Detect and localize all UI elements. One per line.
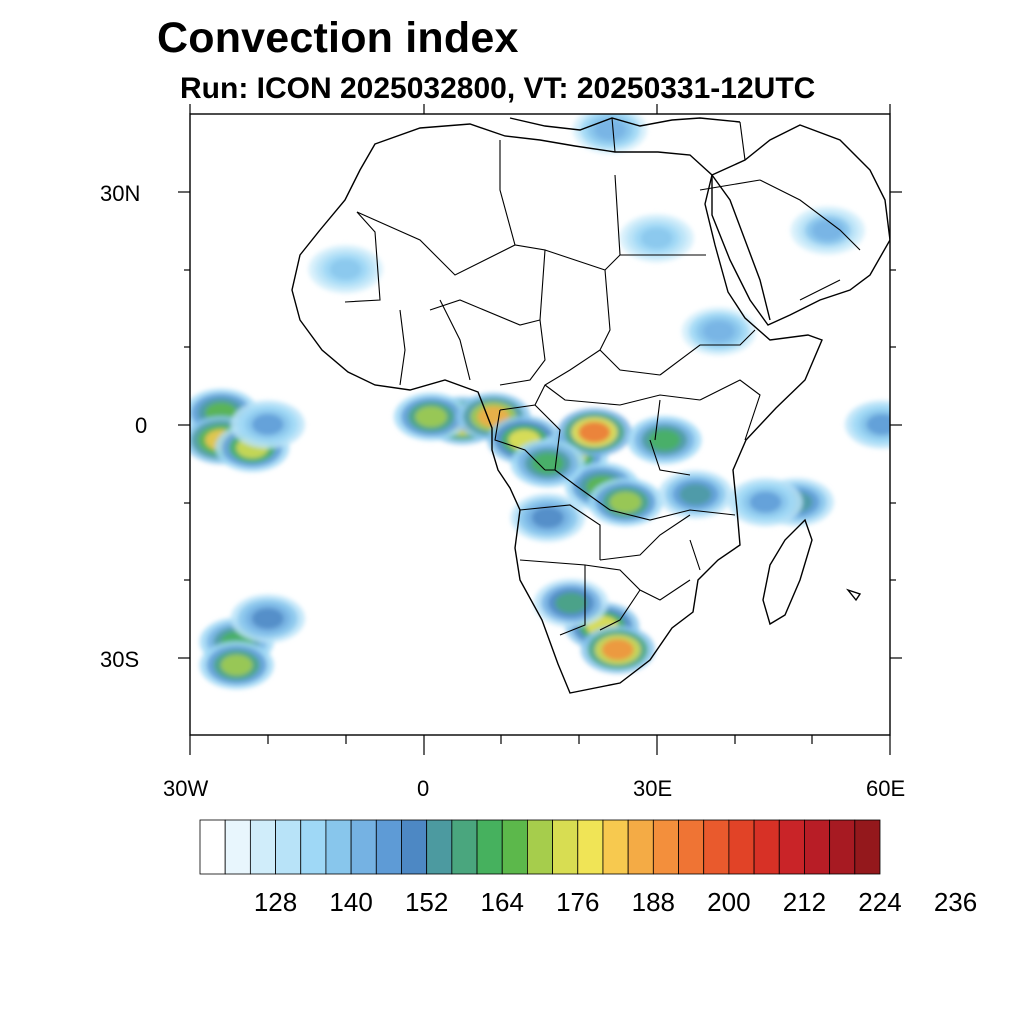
lon-label-30e: 30E xyxy=(633,776,673,801)
colorbar-label-140: 140 xyxy=(329,887,373,917)
field-cell-5-ring-1 xyxy=(415,406,448,428)
field-cell-22-ring-1 xyxy=(220,654,253,676)
colorbar-swatch-22 xyxy=(753,819,780,875)
coastlines xyxy=(291,117,890,694)
colorbar-label-200: 200 xyxy=(707,887,751,917)
field-cell-28-ring-1 xyxy=(640,227,673,249)
lat-label-30s: 30S xyxy=(100,647,140,672)
colorbar-label-164: 164 xyxy=(480,887,524,917)
colorbar-swatch-17 xyxy=(627,819,654,875)
colorbar-swatch-8 xyxy=(401,819,428,875)
convection-field xyxy=(190,114,890,690)
field-cell-23-ring-1 xyxy=(251,608,284,630)
colorbar-swatch-3 xyxy=(275,819,302,875)
chart-subtitle: Run: ICON 2025032800, VT: 20250331-12UTC xyxy=(180,72,816,105)
colorbar-swatch-20 xyxy=(703,819,730,875)
field-cell-3-ring-1 xyxy=(251,414,284,435)
axis-ticks xyxy=(178,104,902,755)
country-borders xyxy=(344,117,861,636)
chart-title: Convection index xyxy=(157,14,519,62)
lon-label-30w: 30W xyxy=(163,776,209,801)
colorbar-swatch-6 xyxy=(350,819,377,875)
colorbar-label-188: 188 xyxy=(631,887,676,917)
field-cell-24-ring-1 xyxy=(594,119,626,141)
colorbar-swatch-14 xyxy=(552,819,579,875)
colorbar-swatch-9 xyxy=(426,819,453,875)
colorbar-label-152: 152 xyxy=(404,887,449,917)
island xyxy=(845,588,862,602)
colorbar-swatch-24 xyxy=(804,819,831,875)
colorbar-swatch-13 xyxy=(527,819,553,875)
field-cell-9-ring-1 xyxy=(578,421,611,443)
colorbar-swatch-11 xyxy=(476,819,503,875)
colorbar-swatch-23 xyxy=(778,819,805,875)
field-cell-25-ring-1 xyxy=(702,320,735,342)
colorbar-swatch-18 xyxy=(652,819,679,875)
lat-label-30n: 30N xyxy=(100,181,141,206)
africa-coastline xyxy=(291,123,823,694)
colorbar-swatch-5 xyxy=(325,819,352,875)
field-cell-14-ring-1 xyxy=(531,452,564,474)
colorbar-label-128: 128 xyxy=(253,887,298,917)
colorbar-label-236: 236 xyxy=(933,887,978,917)
colorbar-swatch-1 xyxy=(224,819,251,875)
colorbar-label-212: 212 xyxy=(782,887,827,917)
colorbar xyxy=(199,819,881,875)
lon-label-0: 0 xyxy=(417,776,430,801)
field-cell-17-ring-1 xyxy=(601,639,634,661)
colorbar-swatch-2 xyxy=(249,819,276,875)
colorbar-swatch-12 xyxy=(501,819,528,875)
colorbar-label-224: 224 xyxy=(858,887,902,917)
field-cell-18-ring-1 xyxy=(555,592,588,614)
colorbar-swatch-0 xyxy=(199,819,226,875)
field-cell-27-ring-1 xyxy=(329,258,362,280)
colorbar-swatch-15 xyxy=(577,819,604,875)
colorbar-swatch-7 xyxy=(375,819,402,875)
field-cell-11-ring-1 xyxy=(609,491,642,513)
lat-label-0: 0 xyxy=(135,413,148,438)
field-cell-20-ring-1 xyxy=(749,491,782,513)
colorbar-swatch-25 xyxy=(829,819,856,875)
colorbar-swatch-21 xyxy=(728,819,755,875)
red-sea-coast xyxy=(711,174,771,321)
colorbar-swatch-19 xyxy=(678,819,705,875)
colorbar-swatch-16 xyxy=(602,819,629,875)
madagascar xyxy=(762,518,813,626)
field-cell-12-ring-1 xyxy=(648,429,681,451)
europe-coast xyxy=(509,117,741,131)
colorbar-label-176: 176 xyxy=(556,887,600,917)
colorbar-swatch-4 xyxy=(300,819,327,875)
field-cell-15-ring-1 xyxy=(531,507,564,529)
colorbar-swatch-10 xyxy=(451,819,478,875)
arabia-coastline xyxy=(711,124,890,326)
lon-label-60e: 60E xyxy=(866,776,906,801)
field-cell-26-ring-1 xyxy=(811,219,844,241)
field-cell-29-ring-1 xyxy=(866,414,890,435)
field-cell-13-ring-1 xyxy=(679,483,712,505)
colorbar-swatch-26 xyxy=(854,819,881,875)
